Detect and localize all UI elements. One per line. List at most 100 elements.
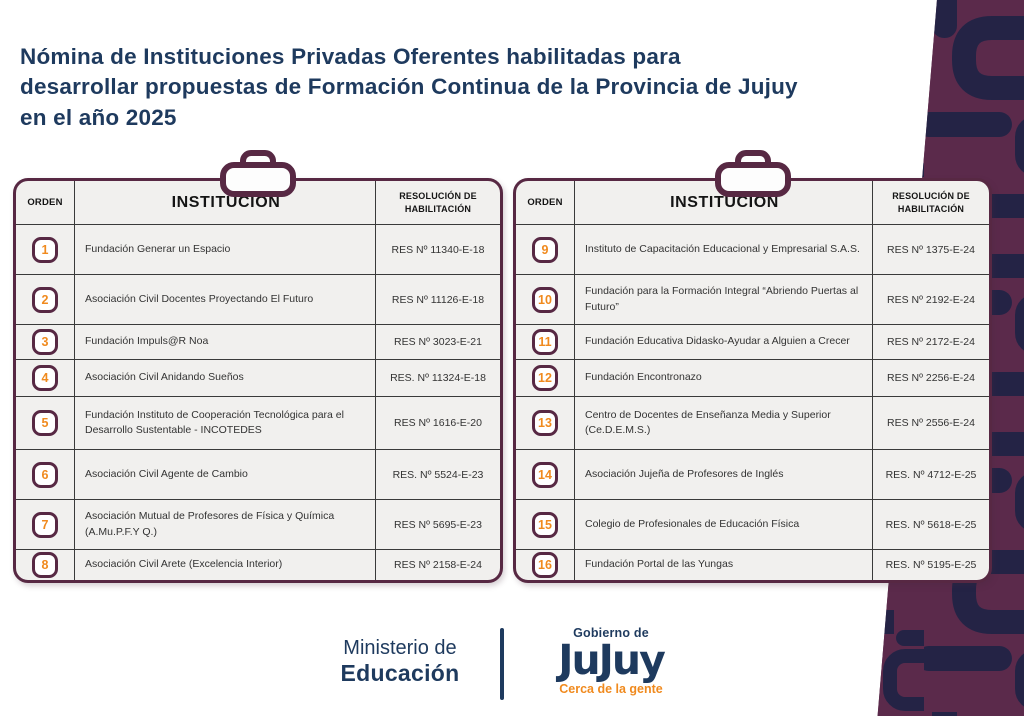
table-row: 9 Instituto de Capacitación Educacional … — [516, 225, 989, 275]
orden-cell: 13 — [516, 397, 575, 449]
institution-cell: Asociación Civil Docentes Proyectando El… — [85, 292, 314, 305]
clipboard-clip-icon — [220, 150, 296, 197]
orden-cell: 5 — [16, 397, 75, 449]
table-row: 8 Asociación Civil Arete (Excelencia Int… — [16, 550, 500, 580]
table-row: 14 Asociación Jujeña de Profesores de In… — [516, 450, 989, 500]
table-row: 3 Fundación Impuls@R Noa RES Nº 3023-E-2… — [16, 325, 500, 360]
resolution-cell: RES Nº 2556-E-24 — [872, 397, 989, 449]
resolution-cell: RES Nº 11126-E-18 — [375, 275, 500, 324]
orden-cell: 15 — [516, 500, 575, 549]
orden-badge: 11 — [532, 329, 558, 355]
orden-badge: 7 — [32, 511, 58, 538]
institution-cell: Fundación Generar un Espacio — [85, 242, 231, 255]
orden-badge: 13 — [532, 410, 558, 436]
institutions-table-left: ORDEN INSTITUCIÓN RESOLUCIÓN DE HABILITA… — [13, 178, 503, 583]
orden-badge: 1 — [32, 236, 58, 263]
gov-logo-line1: Gobierno de — [573, 626, 649, 640]
table-row: 13 Centro de Docentes de Enseñanza Media… — [516, 397, 989, 450]
table-row: 6 Asociación Civil Agente de Cambio RES.… — [16, 450, 500, 500]
page-title: Nómina de Instituciones Privadas Oferent… — [20, 42, 950, 133]
institution-cell: Asociación Civil Agente de Cambio — [85, 467, 248, 480]
orden-badge: 12 — [532, 365, 558, 391]
footer-logo-divider — [500, 628, 504, 700]
resolution-cell: RES. Nº 4712-E-25 — [872, 450, 989, 499]
orden-cell: 10 — [516, 275, 575, 324]
institution-cell: Fundación para la Formación Integral “Ab… — [585, 285, 859, 313]
institution-cell: Fundación Encontronazo — [585, 371, 702, 384]
institution-cell: Centro de Docentes de Enseñanza Media y … — [585, 408, 831, 436]
column-header-institucion: INSTITUCIÓN — [670, 193, 779, 211]
resolution-cell: RES Nº 2256-E-24 — [872, 360, 989, 396]
page-title-line3: en el año 2025 — [20, 104, 177, 130]
orden-badge: 5 — [32, 410, 58, 436]
orden-badge: 16 — [532, 552, 558, 578]
institution-cell: Fundación Educativa Didasko-Ayudar a Alg… — [585, 335, 850, 348]
institution-cell: Colegio de Profesionales de Educación Fí… — [585, 517, 800, 530]
resolution-cell: RES Nº 2158-E-24 — [375, 550, 500, 580]
orden-cell: 9 — [516, 225, 575, 274]
orden-cell: 11 — [516, 325, 575, 359]
orden-cell: 3 — [16, 325, 75, 359]
institutions-table-right: ORDEN INSTITUCIÓN RESOLUCIÓN DE HABILITA… — [513, 178, 992, 583]
institution-cell: Fundación Instituto de Cooperación Tecno… — [85, 408, 344, 436]
column-header-resolucion: RESOLUCIÓN DE HABILITACIÓN — [872, 181, 989, 224]
gov-logo-name: JuJuy — [558, 636, 666, 684]
orden-cell: 8 — [16, 550, 75, 580]
ministry-of-education-logo: Ministerio de Educación — [305, 637, 495, 687]
resolution-cell: RES Nº 1375-E-24 — [872, 225, 989, 274]
table-header-row: ORDEN INSTITUCIÓN RESOLUCIÓN DE HABILITA… — [16, 181, 500, 225]
resolution-cell: RES Nº 2192-E-24 — [872, 275, 989, 324]
resolution-cell: RES. Nº 11324-E-18 — [375, 360, 500, 396]
orden-badge: 6 — [32, 461, 58, 488]
table-row: 7 Asociación Mutual de Profesores de Fís… — [16, 500, 500, 550]
table-row: 4 Asociación Civil Anidando Sueños RES. … — [16, 360, 500, 397]
resolution-cell: RES. Nº 5195-E-25 — [872, 550, 989, 580]
orden-cell: 7 — [16, 500, 75, 549]
page-title-line2: desarrollar propuestas de Formación Cont… — [20, 74, 798, 100]
orden-badge: 15 — [532, 511, 558, 538]
orden-cell: 2 — [16, 275, 75, 324]
resolution-cell: RES. Nº 5618-E-25 — [872, 500, 989, 549]
gobierno-de-jujuy-logo: Gobierno de JuJuy Cerca de la gente — [538, 626, 684, 696]
resolution-cell: RES Nº 5695-E-23 — [375, 500, 500, 549]
orden-cell: 14 — [516, 450, 575, 499]
orden-badge: 3 — [32, 329, 58, 355]
clipboard-clip-icon — [715, 150, 791, 197]
table-row: 12 Fundación Encontronazo RES Nº 2256-E-… — [516, 360, 989, 397]
resolution-cell: RES Nº 11340-E-18 — [375, 225, 500, 274]
orden-badge: 14 — [532, 461, 558, 488]
institution-cell: Fundación Impuls@R Noa — [85, 335, 209, 348]
column-header-institucion: INSTITUCIÓN — [171, 193, 281, 211]
institution-cell: Asociación Civil Anidando Sueños — [85, 371, 244, 384]
orden-cell: 6 — [16, 450, 75, 499]
column-header-orden: ORDEN — [16, 181, 75, 224]
orden-badge: 10 — [532, 286, 558, 313]
orden-cell: 4 — [16, 360, 75, 396]
resolution-cell: RES Nº 3023-E-21 — [375, 325, 500, 359]
resolution-cell: RES. Nº 5524-E-23 — [375, 450, 500, 499]
orden-badge: 8 — [32, 552, 58, 578]
resolution-cell: RES Nº 1616-E-20 — [375, 397, 500, 449]
gov-logo-tagline: Cerca de la gente — [559, 681, 663, 696]
column-header-resolucion: RESOLUCIÓN DE HABILITACIÓN — [375, 181, 500, 224]
page-title-line1: Nómina de Instituciones Privadas Oferent… — [20, 44, 681, 69]
ministry-logo-line2: Educación — [340, 660, 460, 686]
table-row: 5 Fundación Instituto de Cooperación Tec… — [16, 397, 500, 450]
institution-cell: Instituto de Capacitación Educacional y … — [585, 242, 860, 255]
column-header-orden: ORDEN — [516, 181, 575, 224]
table-row: 11 Fundación Educativa Didasko-Ayudar a … — [516, 325, 989, 360]
institution-cell: Asociación Jujeña de Profesores de Inglé… — [585, 467, 784, 480]
table-row: 15 Colegio de Profesionales de Educación… — [516, 500, 989, 550]
orden-cell: 16 — [516, 550, 575, 580]
orden-cell: 1 — [16, 225, 75, 274]
table-header-row: ORDEN INSTITUCIÓN RESOLUCIÓN DE HABILITA… — [516, 181, 989, 225]
orden-badge: 4 — [32, 365, 58, 391]
orden-badge: 9 — [532, 236, 558, 263]
orden-badge: 2 — [32, 286, 58, 313]
ministry-logo-line1: Ministerio de — [343, 637, 457, 659]
institution-cell: Asociación Civil Arete (Excelencia Inter… — [85, 558, 283, 571]
table-row: 1 Fundación Generar un Espacio RES Nº 11… — [16, 225, 500, 275]
orden-cell: 12 — [516, 360, 575, 396]
table-row: 2 Asociación Civil Docentes Proyectando … — [16, 275, 500, 325]
institution-cell: Fundación Portal de las Yungas — [585, 558, 734, 571]
